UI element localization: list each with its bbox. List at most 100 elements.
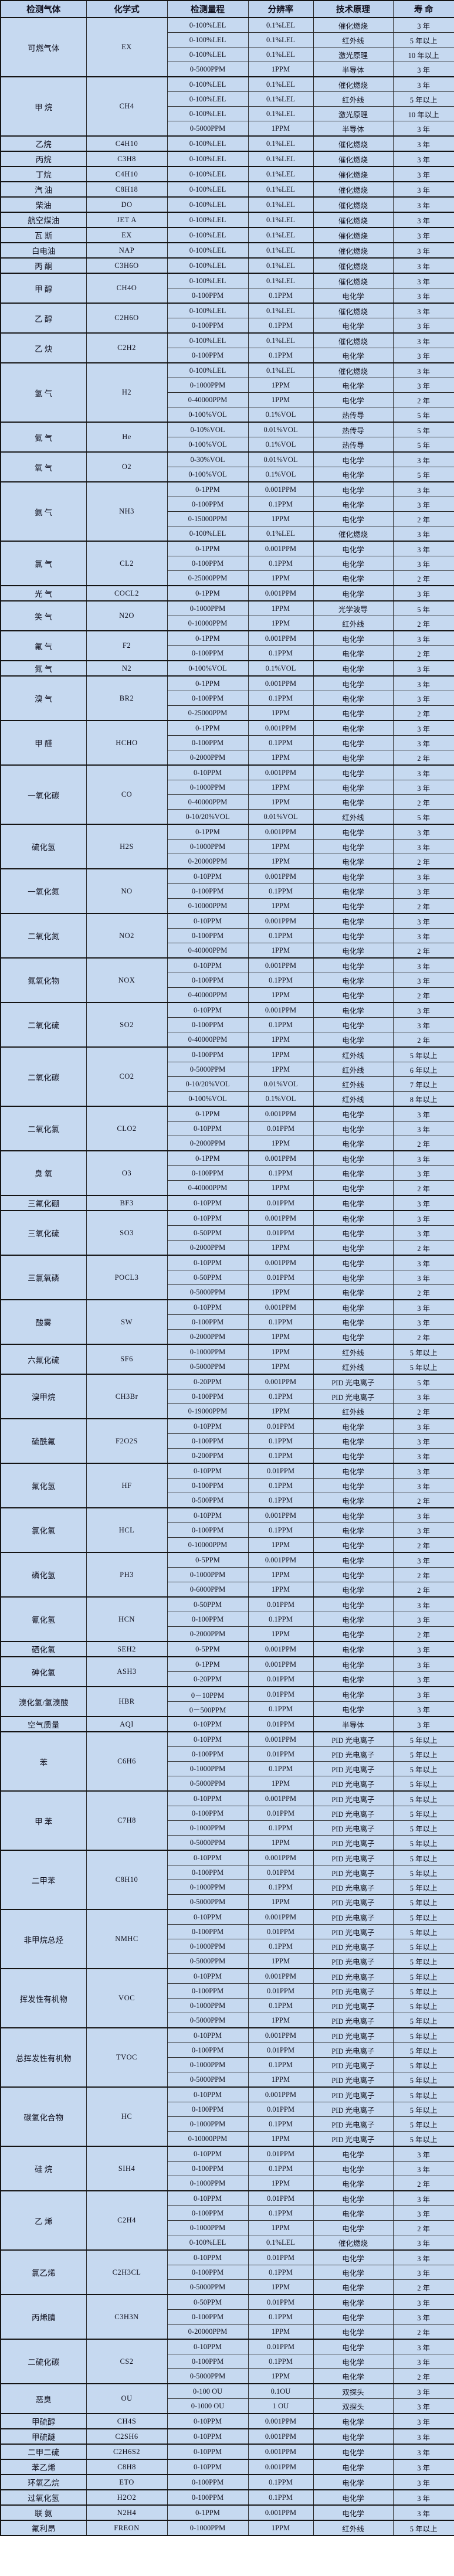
range-cell: 0-2000PPM [167, 1240, 249, 1256]
resolution-cell: 1PPM [248, 570, 314, 586]
formula-cell: OU [86, 2383, 168, 2414]
formula-cell: BF3 [86, 1195, 168, 1211]
table-row: 0-5000PPM 1PPM PID 光电离子 5 年以上 [1, 1835, 454, 1851]
resolution-cell: 0.1PPM [248, 556, 314, 571]
lifespan-cell: 3 年 [392, 1552, 454, 1568]
principle-cell: 电化学 [313, 541, 394, 556]
gas-name-cell: 二硫化碳 [0, 2339, 87, 2384]
table-row: 0-1000PPM 1PPM 电化学 3 年 [1, 839, 454, 854]
lifespan-cell: 5 年以上 [392, 1865, 454, 1880]
gas-name-cell: 甲 苯 [0, 1790, 87, 1851]
range-cell: 0-100PPM [167, 883, 249, 899]
gas-name-cell: 甲 醇 [0, 273, 87, 304]
lifespan-cell: 3 年 [392, 913, 454, 929]
principle-cell: PID 光电离子 [313, 2013, 394, 2028]
lifespan-cell: 3 年 [392, 348, 454, 363]
resolution-cell: 0.1%LEL [248, 303, 314, 318]
principle-cell: 电化学 [313, 780, 394, 795]
resolution-cell: 0.01PPM [248, 2339, 314, 2354]
lifespan-cell: 3 年 [392, 868, 454, 884]
range-cell: 0-5000PPM [167, 1894, 249, 1910]
formula-cell: NOX [86, 957, 168, 1003]
formula-cell: F2 [86, 630, 168, 661]
table-row: 0-2000PPM 1PPM 电化学 2 年 [1, 1240, 454, 1256]
table-row: 氦 气 He 0-10%VOL 0.01%VOL 热传导 5 年 [0, 422, 454, 453]
principle-cell: 电化学 [313, 1537, 394, 1553]
table-row: 0-40000PPM 1PPM 电化学 2 年 [1, 1032, 454, 1048]
lifespan-cell: 2 年 [392, 1240, 454, 1256]
table-row: 0-100PPM 0.1PPM 电化学 3 年 [1, 1478, 454, 1493]
gas-name-cell: 碳氢化合物 [0, 2086, 87, 2147]
lifespan-cell: 3 年 [392, 1701, 454, 1717]
principle-cell: 催化燃烧 [313, 242, 394, 259]
resolution-cell: 0.1%VOL [248, 467, 314, 482]
resolution-cell: 0.01PPM [248, 1806, 314, 1821]
gas-name-cell: 二氧化碳 [0, 1046, 87, 1107]
formula-cell: C4H10 [86, 135, 168, 152]
formula-cell: C2H3CL [86, 2249, 168, 2295]
range-cell: 0-100PPM [167, 1746, 249, 1762]
principle-cell: 电化学 [313, 288, 394, 304]
principle-cell: 电化学 [313, 839, 394, 854]
principle-cell: 电化学 [313, 2459, 394, 2475]
range-cell: 0-1PPM [167, 630, 249, 646]
column-header: 分辨率 [248, 0, 314, 18]
lifespan-cell: 3 年 [392, 1641, 454, 1657]
gas-name-cell: 笑 气 [0, 600, 87, 631]
principle-cell: PID 光电离子 [313, 2043, 394, 2058]
formula-cell: ASH3 [86, 1656, 168, 1687]
range-cell: 0-50PPM [167, 1225, 249, 1241]
lifespan-cell: 3 年 [392, 839, 454, 854]
resolution-cell: 1PPM [248, 1537, 314, 1553]
principle-cell: 电化学 [313, 1165, 394, 1181]
table-row: 甲 烷 CH4 0-100%LEL 0.1%LEL 催化燃烧 3 年 [0, 76, 454, 137]
table-row: 0-100PPM 0.1PPM 电化学 3 年 [1, 1165, 454, 1181]
formula-cell: COCL2 [86, 585, 168, 601]
table-row: 碳氢化合物 HC 0-10PPM 0.001PPM PID 光电离子 5 年以上 [0, 2086, 454, 2147]
lifespan-cell: 3 年 [392, 1314, 454, 1330]
gas-name-cell: 光 气 [0, 585, 87, 601]
formula-cell: PH3 [86, 1552, 168, 1598]
principle-cell: 电化学 [313, 630, 394, 646]
range-cell: 0-100%VOL [167, 660, 249, 677]
resolution-cell: 0.1PPM [248, 2309, 314, 2324]
range-cell: 0-100%LEL [167, 196, 249, 213]
resolution-cell: 1PPM [248, 2324, 314, 2340]
lifespan-cell: 3 年 [392, 227, 454, 243]
range-cell: 0-100%LEL [167, 362, 249, 378]
formula-cell: NMHC [86, 1909, 168, 1969]
principle-cell: 激光原理 [313, 106, 394, 121]
range-cell: 0-100%LEL [167, 106, 249, 121]
resolution-cell: 0.001PPM [248, 1299, 314, 1315]
resolution-cell: 1PPM [248, 1894, 314, 1910]
resolution-cell: 0.001PPM [248, 957, 314, 973]
gas-name-cell: 酸雾 [0, 1299, 87, 1345]
resolution-cell: 0.1PPM [248, 691, 314, 706]
range-cell: 0-10/20%VOL [167, 1076, 249, 1092]
gas-name-cell: 可燃气体 [0, 17, 87, 77]
principle-cell: 电化学 [313, 1418, 394, 1434]
range-cell: 0-10PPM [167, 1121, 249, 1136]
table-row: 0-25000PPM 1PPM 电化学 2 年 [1, 705, 454, 721]
range-cell: 0-1PPM [167, 585, 249, 601]
formula-cell: C8H8 [86, 2459, 168, 2475]
lifespan-cell: 2 年 [392, 1626, 454, 1642]
lifespan-cell: 3 年 [392, 2428, 454, 2445]
lifespan-cell: 3 年 [392, 660, 454, 677]
table-row: 0-5000PPM 1PPM 红外线 6 年以上 [1, 1062, 454, 1077]
range-cell: 0-25000PPM [167, 570, 249, 586]
resolution-cell: 0.1PPM [248, 1523, 314, 1538]
principle-cell: 热传导 [313, 422, 394, 437]
range-cell: 0-100PPM [167, 1046, 249, 1062]
resolution-cell: 0.1PPM [248, 497, 314, 512]
resolution-cell: 0.1%LEL [248, 106, 314, 121]
lifespan-cell: 5 年以上 [392, 2520, 454, 2536]
principle-cell: 电化学 [313, 1270, 394, 1285]
range-cell: 0-1000PPM [167, 2220, 249, 2235]
principle-cell: 电化学 [313, 1136, 394, 1151]
resolution-cell: 1PPM [248, 1835, 314, 1851]
gas-name-cell: 甲硫醚 [0, 2428, 87, 2445]
formula-cell: EX [86, 17, 168, 77]
lifespan-cell: 3 年 [392, 2235, 454, 2251]
